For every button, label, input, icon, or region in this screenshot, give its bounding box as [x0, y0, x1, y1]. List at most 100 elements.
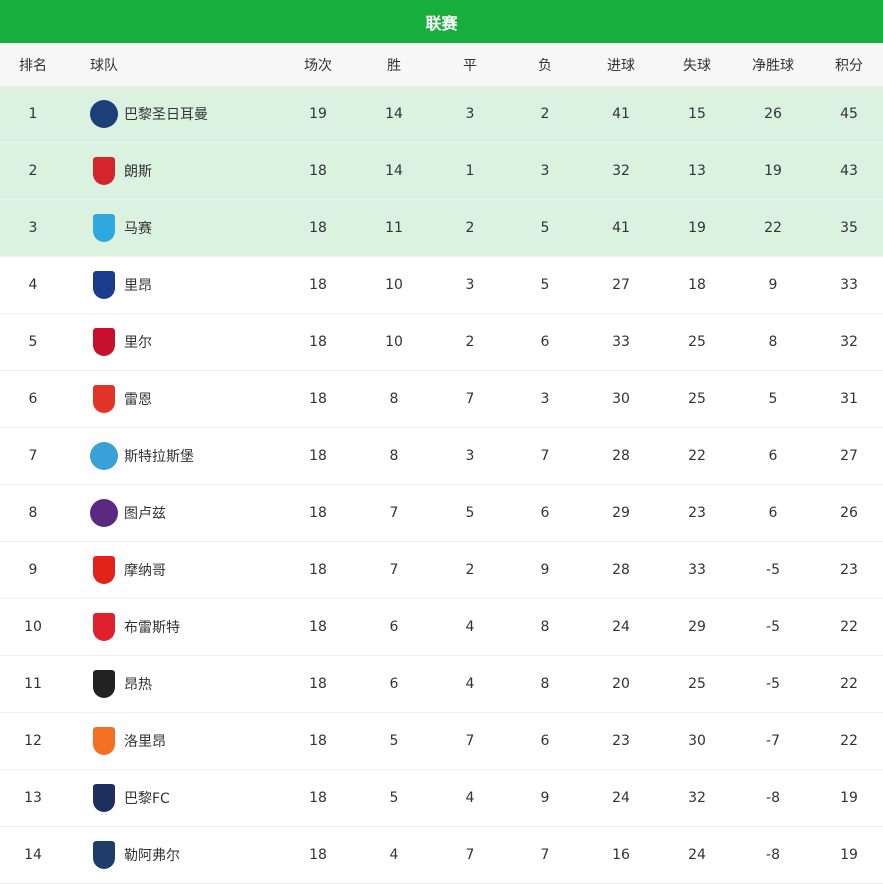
- table-row[interactable]: 12 洛里昂 18 5 7 6 23 30 -7 22: [0, 713, 883, 770]
- losses-cell: 5: [540, 277, 550, 293]
- draws-cell: 3: [465, 448, 475, 464]
- team-cell[interactable]: 洛里昂: [90, 713, 166, 769]
- draws-cell: 5: [465, 505, 475, 521]
- played-cell: 18: [309, 448, 327, 464]
- goals-against-cell: 19: [688, 220, 706, 236]
- team-name[interactable]: 朗斯: [124, 164, 152, 180]
- team-cell[interactable]: 勒阿弗尔: [90, 827, 180, 883]
- goals-for-cell: 28: [612, 562, 630, 578]
- played-cell: 18: [309, 733, 327, 749]
- points-cell: 26: [840, 505, 858, 521]
- goals-for-cell: 41: [612, 106, 630, 122]
- goals-against-cell: 15: [688, 106, 706, 122]
- goal-difference-cell: -8: [766, 790, 780, 806]
- points-cell: 23: [840, 562, 858, 578]
- team-cell[interactable]: 昂热: [90, 656, 152, 712]
- goals-against-cell: 18: [688, 277, 706, 293]
- lille-logo-icon: [93, 328, 115, 356]
- losses-cell: 9: [540, 790, 550, 806]
- psg-logo-icon: [90, 100, 118, 128]
- strasbourg-logo-icon: [90, 442, 118, 470]
- rank-cell: 12: [24, 733, 42, 749]
- team-name[interactable]: 图卢兹: [124, 506, 166, 522]
- team-cell[interactable]: 里尔: [90, 314, 152, 370]
- team-cell[interactable]: 巴黎圣日耳曼: [90, 86, 208, 142]
- goal-difference-cell: 6: [768, 448, 778, 464]
- table-row[interactable]: 7 斯特拉斯堡 18 8 3 7 28 22 6 27: [0, 428, 883, 485]
- team-cell[interactable]: 布雷斯特: [90, 599, 180, 655]
- team-cell[interactable]: 摩纳哥: [90, 542, 166, 598]
- wins-cell: 6: [389, 619, 399, 635]
- lyon-logo-icon: [93, 271, 115, 299]
- losses-cell: 5: [540, 220, 550, 236]
- le-havre-logo-icon: [93, 841, 115, 869]
- team-name[interactable]: 巴黎FC: [124, 791, 170, 807]
- team-cell[interactable]: 朗斯: [90, 143, 152, 199]
- points-cell: 31: [840, 391, 858, 407]
- team-name[interactable]: 布雷斯特: [124, 620, 180, 636]
- points-cell: 33: [840, 277, 858, 293]
- goals-against-cell: 22: [688, 448, 706, 464]
- table-row[interactable]: 3 马赛 18 11 2 5 41 19 22 35: [0, 200, 883, 257]
- toulouse-logo-icon: [90, 499, 118, 527]
- wins-cell: 7: [389, 562, 399, 578]
- goal-difference-cell: 8: [768, 334, 778, 350]
- team-name[interactable]: 洛里昂: [124, 734, 166, 750]
- points-cell: 22: [840, 619, 858, 635]
- team-name[interactable]: 昂热: [124, 677, 152, 693]
- table-row[interactable]: 14 勒阿弗尔 18 4 7 7 16 24 -8 19: [0, 827, 883, 884]
- table-row[interactable]: 1 巴黎圣日耳曼 19 14 3 2 41 15 26 45: [0, 86, 883, 143]
- goal-difference-cell: 9: [768, 277, 778, 293]
- team-name[interactable]: 里尔: [124, 335, 152, 351]
- table-row[interactable]: 10 布雷斯特 18 6 4 8 24 29 -5 22: [0, 599, 883, 656]
- losses-cell: 7: [540, 448, 550, 464]
- team-cell[interactable]: 雷恩: [90, 371, 152, 427]
- table-row[interactable]: 8 图卢兹 18 7 5 6 29 23 6 26: [0, 485, 883, 542]
- table-row[interactable]: 5 里尔 18 10 2 6 33 25 8 32: [0, 314, 883, 371]
- draws-cell: 2: [465, 334, 475, 350]
- goal-difference-cell: -7: [766, 733, 780, 749]
- team-cell[interactable]: 图卢兹: [90, 485, 166, 541]
- team-cell[interactable]: 斯特拉斯堡: [90, 428, 194, 484]
- goals-for-cell: 24: [612, 619, 630, 635]
- table-row[interactable]: 11 昂热 18 6 4 8 20 25 -5 22: [0, 656, 883, 713]
- wins-cell: 8: [389, 448, 399, 464]
- goals-for-cell: 24: [612, 790, 630, 806]
- team-name[interactable]: 勒阿弗尔: [124, 848, 180, 864]
- table-row[interactable]: 13 巴黎FC 18 5 4 9 24 32 -8 19: [0, 770, 883, 827]
- points-cell: 43: [840, 163, 858, 179]
- points-cell: 35: [840, 220, 858, 236]
- points-cell: 19: [840, 847, 858, 863]
- lens-logo-icon: [93, 157, 115, 185]
- table-row[interactable]: 6 雷恩 18 8 7 3 30 25 5 31: [0, 371, 883, 428]
- losses-cell: 3: [540, 391, 550, 407]
- losses-cell: 8: [540, 676, 550, 692]
- draws-cell: 7: [465, 391, 475, 407]
- marseille-logo-icon: [93, 214, 115, 242]
- points-cell: 22: [840, 676, 858, 692]
- draws-cell: 7: [465, 847, 475, 863]
- team-cell[interactable]: 马赛: [90, 200, 152, 256]
- team-cell[interactable]: 巴黎FC: [90, 770, 170, 826]
- rank-cell: 1: [28, 106, 38, 122]
- team-name[interactable]: 斯特拉斯堡: [124, 449, 194, 465]
- points-cell: 45: [840, 106, 858, 122]
- table-row[interactable]: 9 摩纳哥 18 7 2 9 28 33 -5 23: [0, 542, 883, 599]
- rank-cell: 2: [28, 163, 38, 179]
- goals-for-cell: 20: [612, 676, 630, 692]
- goals-for-cell: 28: [612, 448, 630, 464]
- table-row[interactable]: 2 朗斯 18 14 1 3 32 13 19 43: [0, 143, 883, 200]
- wins-cell: 14: [385, 163, 403, 179]
- played-cell: 18: [309, 391, 327, 407]
- brest-logo-icon: [93, 613, 115, 641]
- table-row[interactable]: 4 里昂 18 10 3 5 27 18 9 33: [0, 257, 883, 314]
- team-cell[interactable]: 里昂: [90, 257, 152, 313]
- team-name[interactable]: 雷恩: [124, 392, 152, 408]
- team-name[interactable]: 里昂: [124, 278, 152, 294]
- paris-fc-logo-icon: [93, 784, 115, 812]
- goals-for-cell: 29: [612, 505, 630, 521]
- team-name[interactable]: 马赛: [124, 221, 152, 237]
- team-name[interactable]: 巴黎圣日耳曼: [124, 107, 208, 123]
- wins-cell: 5: [389, 790, 399, 806]
- team-name[interactable]: 摩纳哥: [124, 563, 166, 579]
